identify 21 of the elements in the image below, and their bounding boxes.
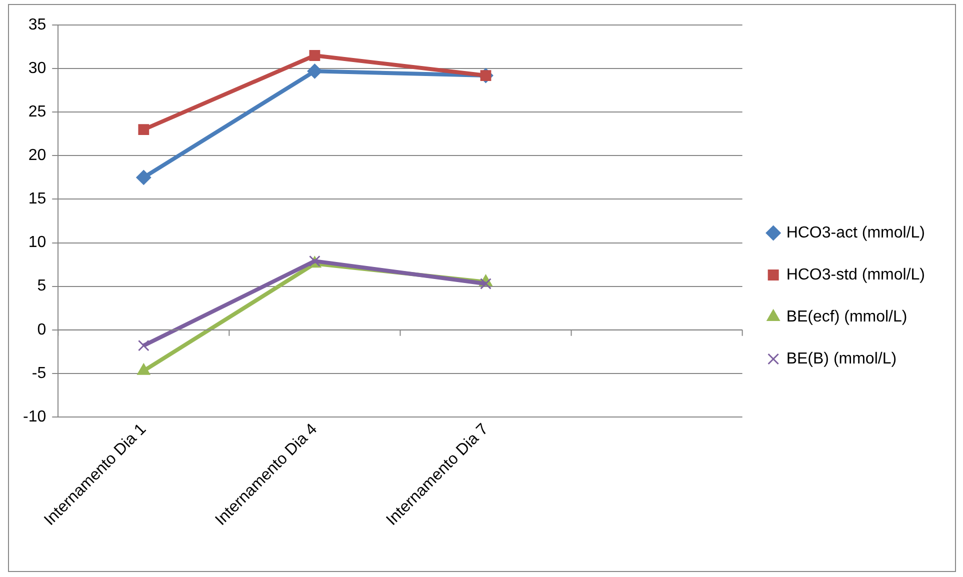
y-tick-label: 30 <box>28 60 46 77</box>
y-tick-label: 35 <box>28 16 46 34</box>
point <box>137 363 150 375</box>
point <box>138 124 150 135</box>
legend-label: BE(ecf) (mmol/L) <box>786 308 908 326</box>
point <box>136 170 152 185</box>
y-tick-label: -10 <box>23 408 46 426</box>
y-tick-label: -5 <box>32 364 46 382</box>
y-tick-label: 20 <box>28 147 46 164</box>
point <box>480 278 492 290</box>
y-tick-label: 15 <box>28 190 46 208</box>
y-tick-label: 10 <box>28 234 46 252</box>
point <box>309 50 320 61</box>
y-tick-label: 25 <box>28 104 46 121</box>
y-tick-label: 0 <box>37 321 46 338</box>
point <box>138 340 150 352</box>
legend-label: BE(B) (mmol/L) <box>786 350 897 368</box>
legend-label: HCO3-std (mmol/L) <box>786 266 926 284</box>
legend-label: HCO3-act (mmol/L) <box>786 224 926 242</box>
point <box>307 64 322 79</box>
y-tick-label: 5 <box>37 278 46 295</box>
